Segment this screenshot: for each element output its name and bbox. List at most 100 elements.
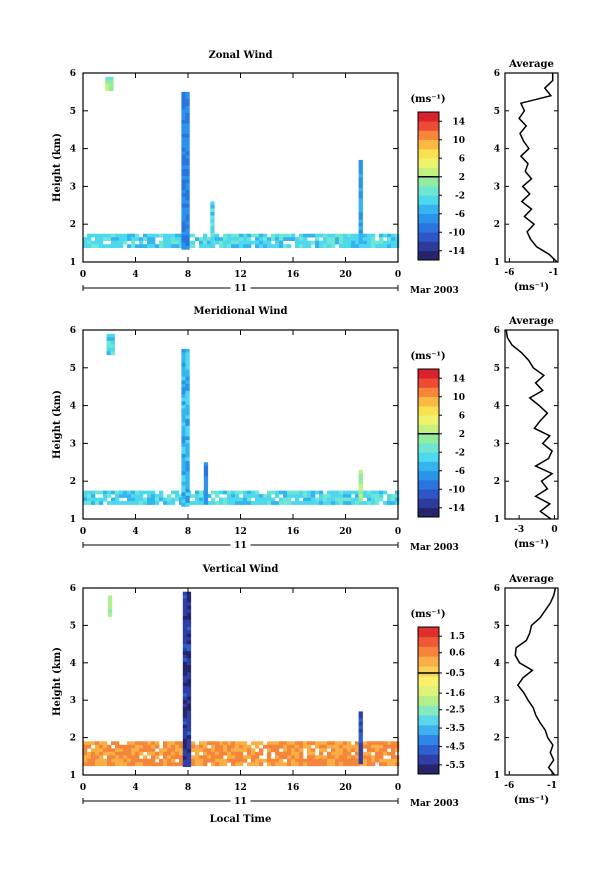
heatmap-cell	[299, 490, 304, 495]
heatmap-cell	[351, 244, 356, 248]
heatmap-cell	[182, 738, 188, 743]
heatmap-cell	[181, 478, 186, 483]
heatmap-cell	[167, 494, 172, 498]
heatmap-cell	[91, 244, 96, 248]
heatmap-cell	[227, 755, 232, 760]
heatmap-cell	[107, 599, 113, 603]
heatmap-cell	[355, 497, 360, 502]
heatmap-cell	[83, 237, 88, 241]
heatmap-cell	[259, 748, 264, 753]
heatmap-cell	[239, 240, 244, 245]
heatmap-cell	[105, 87, 110, 92]
heatmap-cell	[182, 619, 188, 624]
heatmap-cell	[363, 744, 368, 749]
colorbar-segment	[418, 754, 439, 765]
heatmap-cell	[307, 240, 312, 245]
heatmap-cell	[299, 748, 304, 753]
colorbar-segment	[418, 744, 439, 755]
heatmap-cell	[331, 237, 336, 241]
colorbar-unit: (ms⁻¹)	[410, 351, 445, 362]
heatmap-cell	[275, 751, 280, 756]
heatmap-cell	[131, 490, 136, 495]
heatmap-cell	[179, 755, 184, 760]
heatmap-cells	[83, 333, 400, 507]
heatmap-cell	[182, 598, 188, 603]
heatmap-cell	[315, 758, 320, 763]
heatmap-cell	[185, 401, 190, 406]
heatmap-cell	[203, 476, 209, 481]
heatmap-cell	[279, 744, 284, 749]
heatmap-cell	[227, 741, 232, 746]
heatmap-cell	[182, 759, 188, 764]
heatmap-cell	[251, 494, 256, 498]
colorbar-segment	[418, 725, 439, 736]
heatmap-cell	[351, 240, 356, 245]
heatmap-cell	[215, 758, 220, 763]
heatmap-cell	[231, 748, 236, 753]
heatmap-cell	[185, 478, 190, 483]
heatmap-cell	[181, 397, 186, 402]
heatmap-cell	[119, 762, 124, 767]
heatmap-cell	[267, 751, 272, 756]
heatmap-cell	[363, 762, 368, 767]
heatmap-cell	[83, 497, 88, 502]
heatmap-cell	[107, 494, 112, 498]
heatmap-cell	[247, 497, 252, 502]
heatmap-cell	[99, 744, 104, 749]
heatmap-cell	[155, 741, 160, 746]
heatmap-cell	[395, 748, 400, 753]
heatmap-cell	[163, 501, 168, 505]
heatmap-cell	[275, 744, 280, 749]
heatmap-cell	[307, 744, 312, 749]
heatmap-cell	[185, 144, 190, 149]
heatmap-cell	[355, 751, 360, 756]
heatmap-cell	[323, 501, 328, 505]
heatmap-cell	[223, 741, 228, 746]
heatmap-cell	[91, 240, 96, 245]
heatmap-cell	[147, 748, 152, 753]
heatmap-cell	[103, 751, 108, 756]
heatmap-cell	[185, 147, 190, 152]
heatmap-cell	[299, 751, 304, 756]
heatmap-cell	[335, 233, 340, 238]
heatmap-cell	[343, 751, 348, 756]
heatmap-cell	[186, 595, 192, 599]
heatmap-cell	[185, 228, 190, 233]
heatmap-cell	[131, 751, 136, 756]
heatmap-cell	[243, 237, 248, 241]
heatmap-cell	[181, 207, 186, 212]
heatmap-cell	[339, 494, 344, 498]
heatmap-cell	[311, 501, 316, 505]
heatmap-cell	[186, 626, 192, 631]
heatmap-cell	[115, 490, 120, 495]
heatmap-cell	[186, 710, 192, 715]
heatmap-cell	[185, 362, 190, 367]
heatmap-cell	[259, 494, 264, 498]
heatmap-cell	[211, 490, 216, 495]
heatmap-cell	[307, 751, 312, 756]
heatmap-cell	[179, 758, 184, 763]
heatmap-cell	[182, 742, 188, 746]
heatmap-cell	[375, 741, 380, 746]
heatmap-cell	[207, 755, 212, 760]
heatmap-cell	[111, 758, 116, 763]
heatmap-cell	[358, 711, 363, 716]
heatmap-cell	[175, 748, 180, 753]
heatmap-cell	[259, 501, 264, 505]
heatmap-cell	[155, 233, 160, 238]
heatmap-cell	[181, 429, 186, 434]
heatmap-cell	[203, 490, 209, 495]
heatmap-cell	[275, 748, 280, 753]
heatmap-cell	[95, 244, 100, 248]
heatmap-cell	[185, 126, 190, 131]
heatmap-cell	[307, 494, 312, 498]
heatmap-cell	[185, 474, 190, 479]
heatmap-cell	[155, 244, 160, 248]
heatmap-cell	[181, 366, 186, 371]
heatmap-cell	[186, 679, 192, 683]
heatmap-cell	[110, 347, 115, 352]
heatmap-cell	[210, 215, 215, 220]
heatmap-cell	[343, 744, 348, 749]
heatmap-cell	[107, 490, 112, 495]
heatmap-cell	[111, 501, 116, 505]
